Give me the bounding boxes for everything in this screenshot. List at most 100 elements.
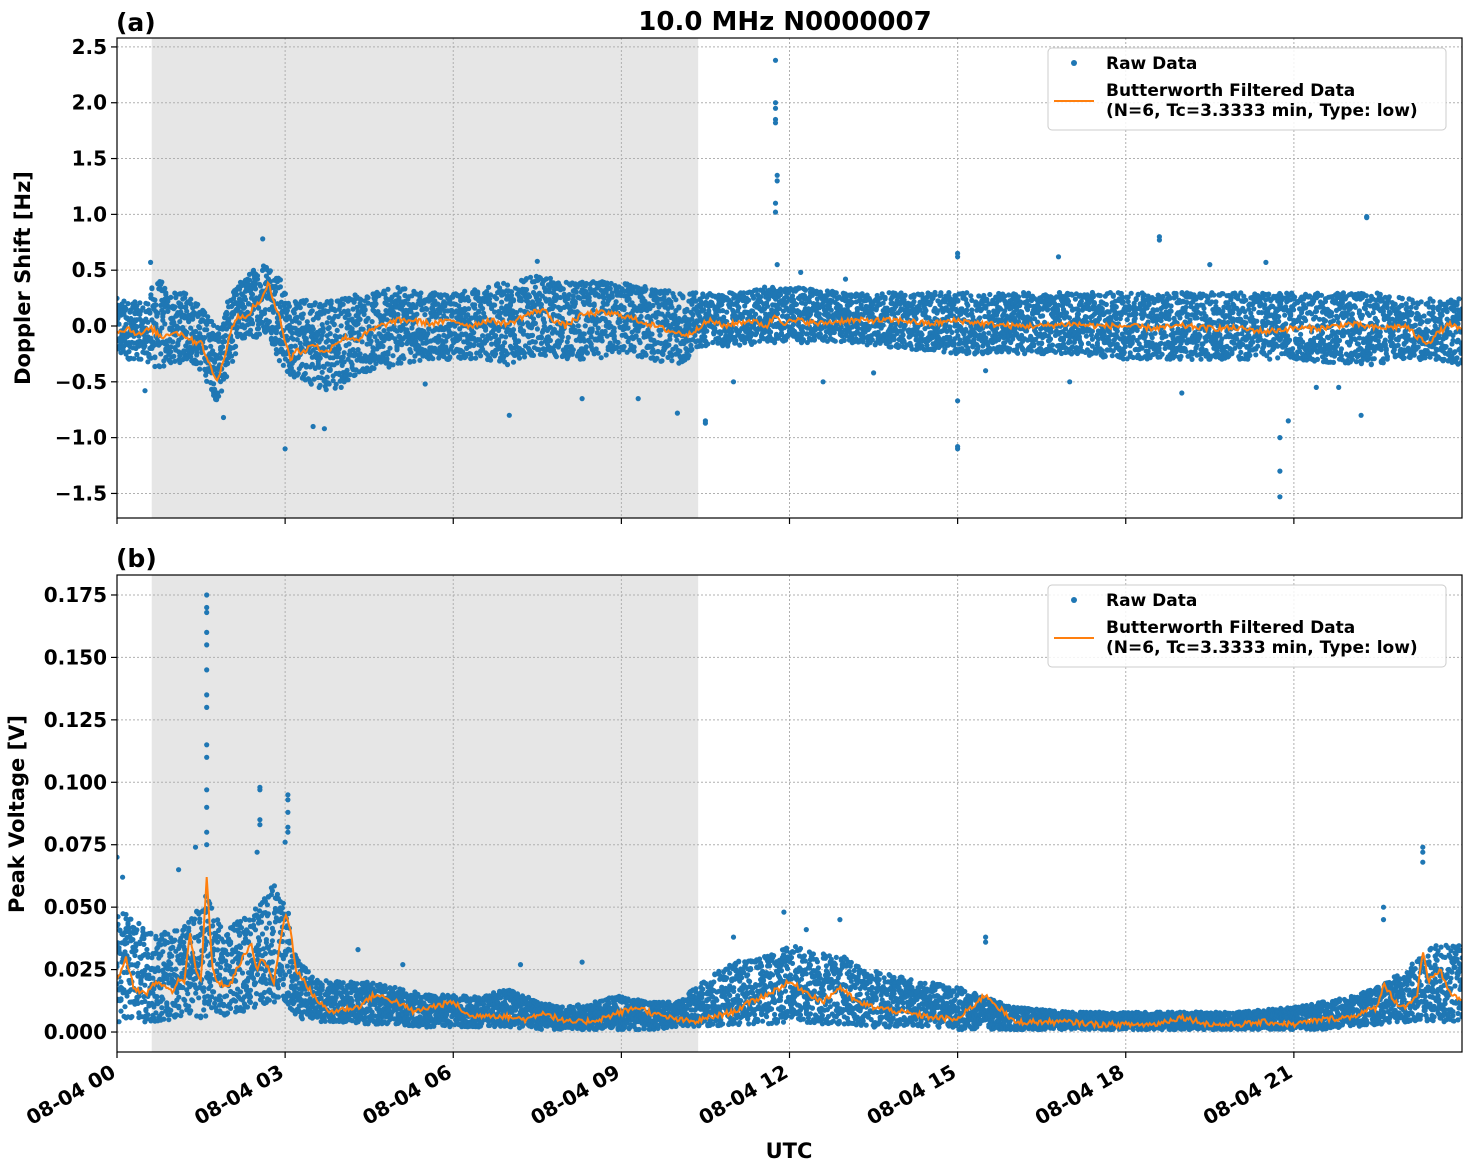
raw-data-point [319,369,325,375]
raw-data-point [299,361,305,367]
raw-data-point [480,346,486,352]
raw-data-point [499,299,505,305]
raw-data-point [580,356,586,362]
raw-data-point [729,329,735,335]
raw-data-point [395,284,401,291]
raw-data-point [542,352,549,358]
raw-data-point [235,324,241,330]
raw-data-point [1047,336,1054,342]
raw-data-point [557,307,564,313]
raw-data-point [765,303,771,309]
raw-data-point [521,350,528,356]
raw-data-point [168,360,174,366]
raw-data-point [202,310,208,316]
raw-data-point [551,303,558,309]
raw-data-point [603,352,609,358]
raw-data-point [205,314,211,320]
raw-data-point [523,276,530,282]
raw-data-point [170,339,176,345]
raw-data-point [965,302,971,308]
raw-data-point [752,339,758,345]
raw-data-point [411,358,417,364]
raw-data-point [163,290,169,296]
raw-data-point [461,339,467,345]
raw-data-point [418,290,424,296]
raw-data-point [637,340,643,346]
raw-data-point [188,354,194,360]
raw-data-point [534,326,541,332]
raw-data-point [145,319,151,325]
raw-data-point [1075,311,1081,317]
raw-data-point [1103,301,1109,308]
raw-data-point [484,289,490,295]
raw-data-point [445,349,451,355]
raw-data-point [391,311,397,317]
raw-data-point [643,286,649,292]
raw-data-point [372,355,378,361]
raw-data-point [159,325,165,331]
raw-data-point [506,296,513,302]
raw-data-point [530,352,537,358]
raw-data-point [326,315,332,321]
raw-data-point [621,305,627,311]
raw-data-point [359,339,365,345]
raw-data-point [462,288,468,294]
raw-data-point [583,344,589,350]
raw-data-point [165,298,171,304]
raw-data-point [736,305,742,311]
raw-data-point [582,323,588,329]
raw-data-point [508,292,515,298]
raw-data-point [631,344,637,350]
raw-data-point [334,327,340,333]
raw-data-point [366,324,372,330]
raw-data-point [309,308,315,314]
raw-data-point [195,301,201,308]
raw-data-point [325,308,331,314]
raw-data-point [340,301,346,307]
raw-data-point [438,294,444,301]
raw-data-point [168,349,174,355]
raw-data-point [220,344,226,350]
raw-data-point [325,337,331,343]
raw-data-point [407,358,413,364]
raw-data-point [705,341,711,347]
raw-data-point [510,359,517,365]
raw-data-point [223,333,229,339]
raw-data-point [303,364,309,370]
raw-data-point [712,325,718,332]
raw-data-point [277,277,283,283]
raw-data-point [219,388,225,394]
raw-data-point [389,298,395,305]
raw-data-point [346,312,352,318]
raw-data-point [368,330,374,336]
raw-data-point [398,360,404,366]
raw-data-point [168,294,174,300]
raw-data-point [209,318,215,325]
raw-data-point [476,309,482,315]
raw-data-point [471,330,477,336]
raw-data-point [690,312,696,318]
raw-data-point [591,301,597,307]
raw-data-point [242,296,249,303]
raw-data-point [474,350,480,356]
raw-data-point [134,351,140,358]
raw-data-point [338,323,344,329]
raw-data-point [284,337,290,343]
raw-data-point [362,306,368,313]
raw-data-point [891,337,897,343]
raw-data-point [422,312,428,318]
raw-data-point [343,372,349,378]
raw-data-point [494,296,500,302]
raw-data-point [520,331,527,337]
raw-data-point [406,301,412,307]
raw-data-point [581,331,587,337]
raw-data-point [492,309,498,315]
raw-data-point [294,337,300,343]
raw-data-point [315,315,321,321]
raw-data-point [465,312,471,318]
raw-data-point [402,292,408,299]
raw-data-point [172,304,178,310]
raw-data-point [541,319,548,326]
raw-data-point [172,358,178,364]
